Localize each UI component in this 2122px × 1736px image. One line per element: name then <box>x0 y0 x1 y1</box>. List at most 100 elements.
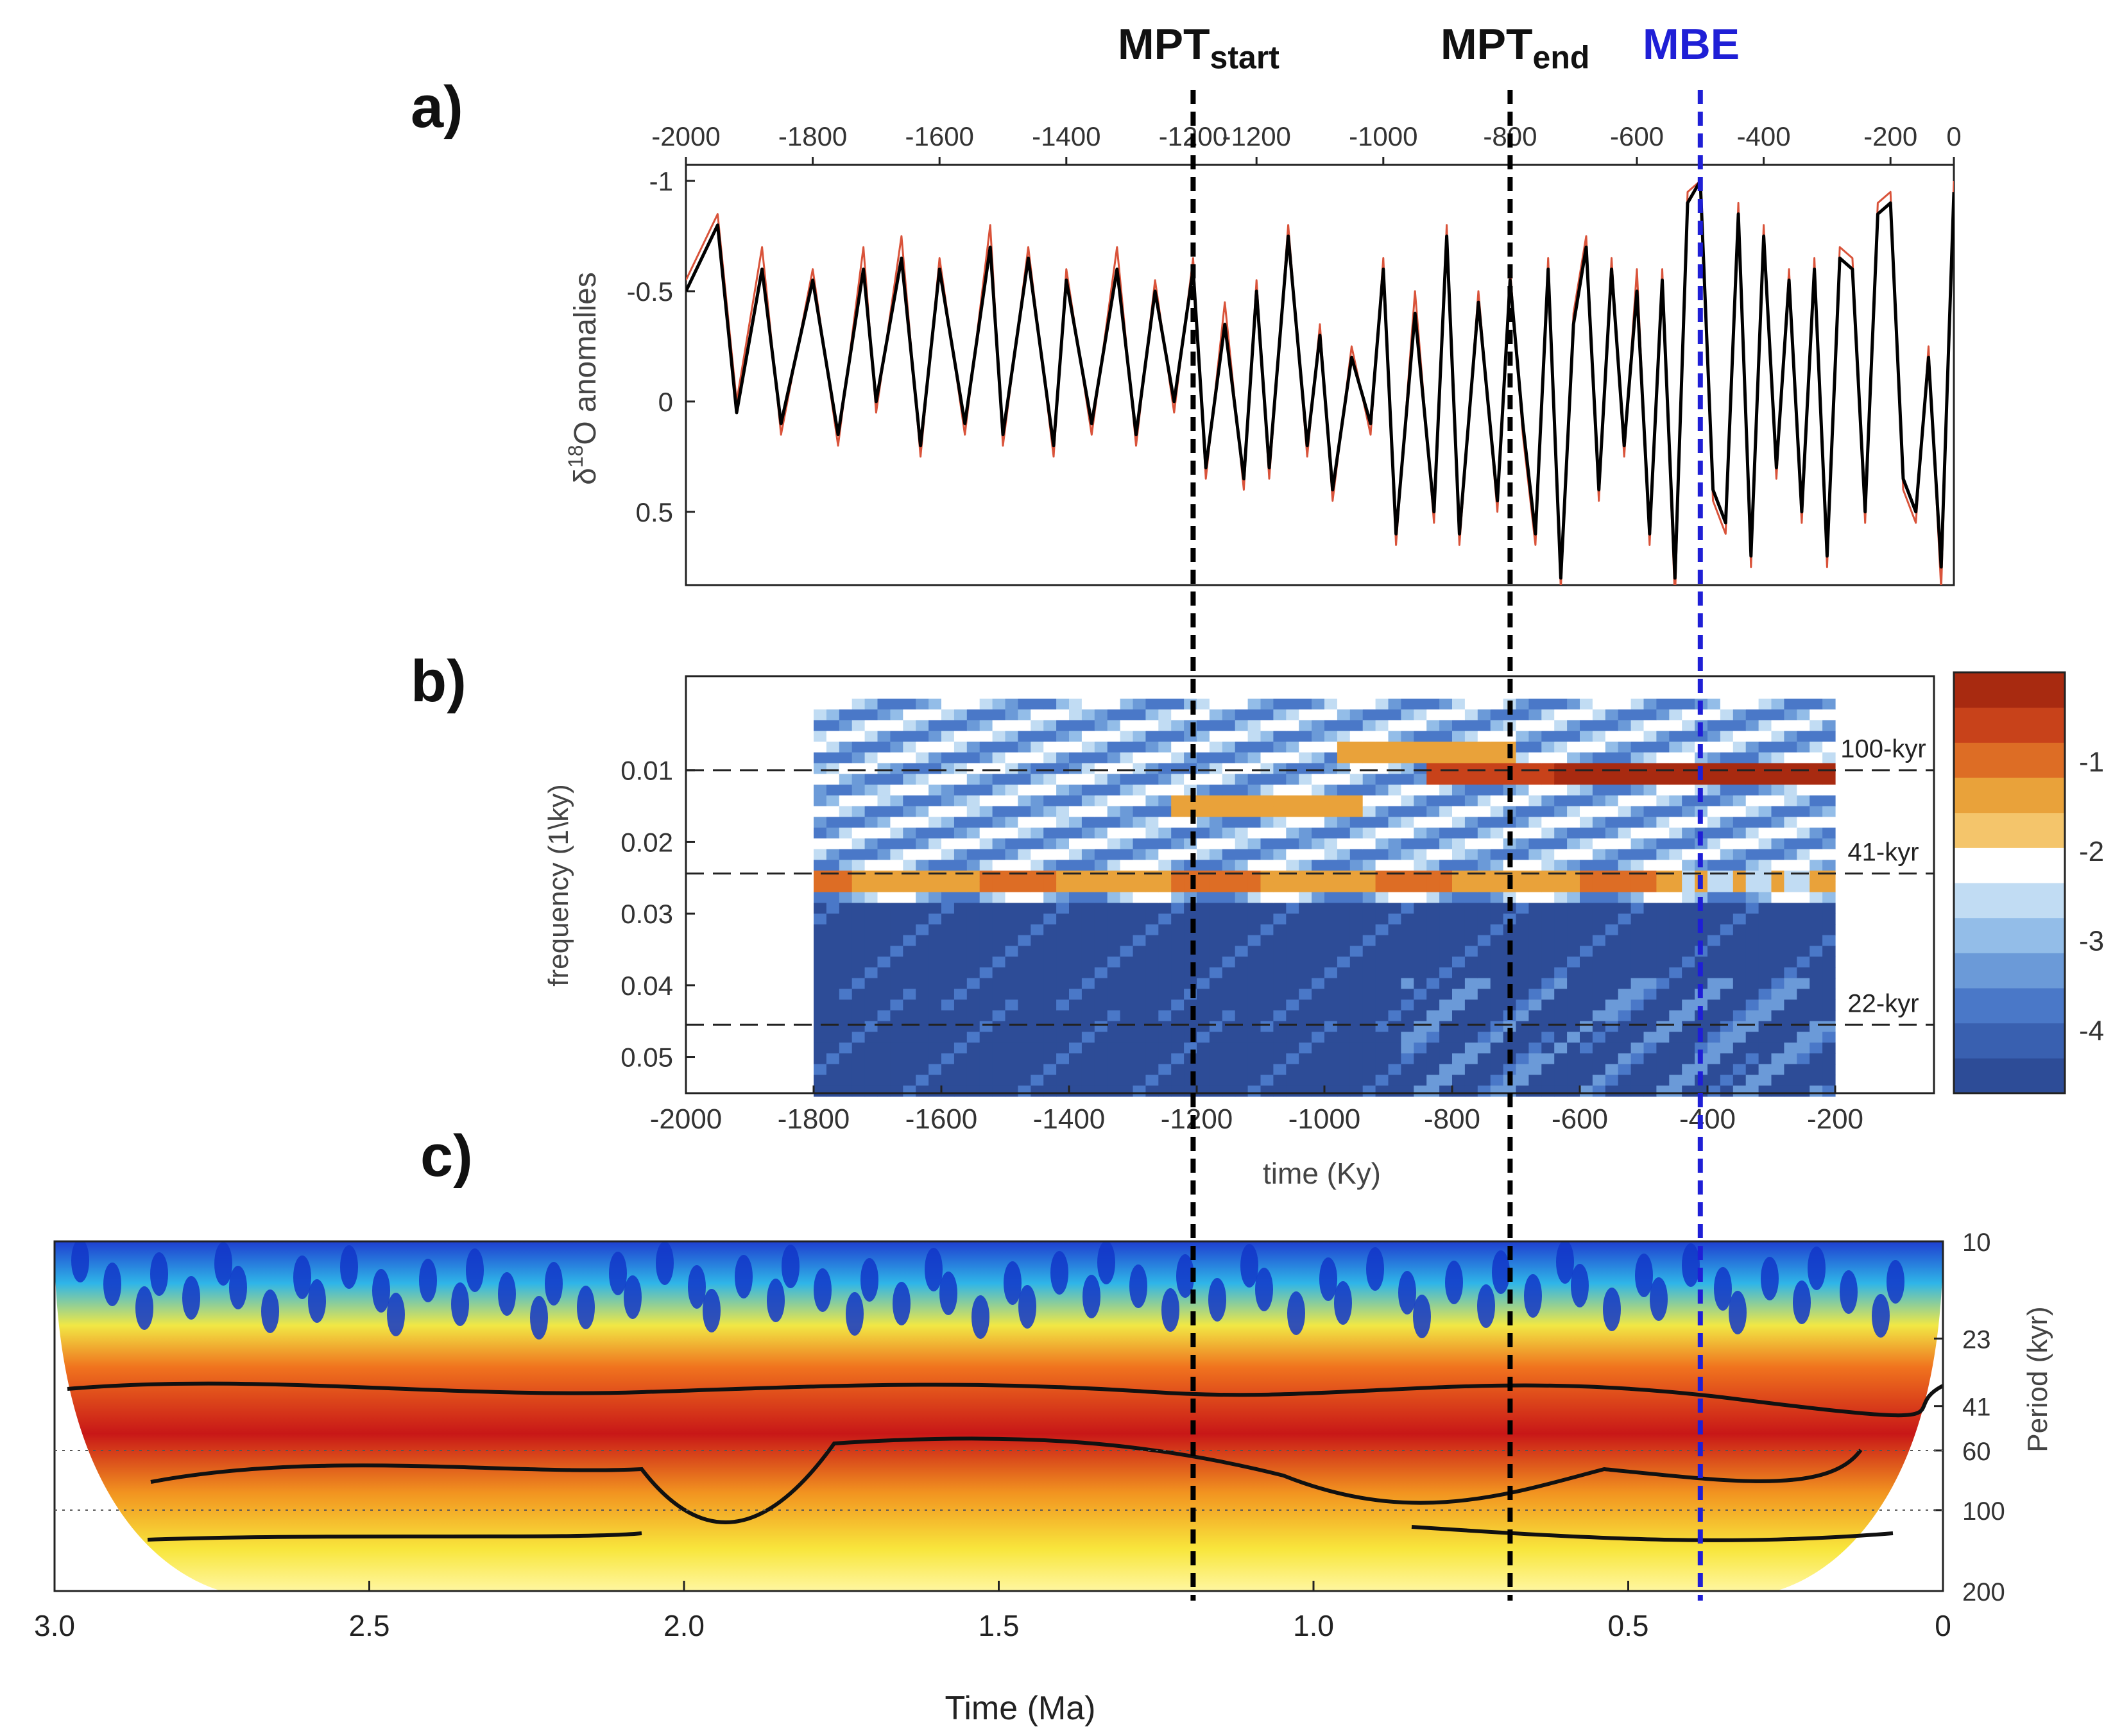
heatmap-cell <box>1745 914 1759 925</box>
heatmap-cell <box>1197 785 1210 796</box>
heatmap-cell <box>1452 924 1466 936</box>
heatmap-cell <box>1464 935 1478 946</box>
heatmap-cell <box>1197 720 1210 731</box>
heatmap-cell <box>1656 699 1670 710</box>
heatmap-cell <box>1031 1053 1044 1065</box>
heatmap-cell <box>877 763 891 774</box>
heatmap-cell <box>1439 1085 1453 1097</box>
heatmap-cell <box>1247 946 1262 957</box>
heatmap-cell <box>1630 903 1645 914</box>
heatmap-cell <box>1797 795 1810 807</box>
heatmap-cell <box>1541 774 1555 785</box>
a-x-tick-label: -1200 <box>1222 121 1290 151</box>
heatmap-cell <box>1414 699 1427 710</box>
heatmap-cell <box>1247 957 1262 968</box>
heatmap-cell <box>1312 989 1325 1000</box>
heatmap-cell <box>890 828 903 839</box>
heatmap-cell <box>1312 785 1325 796</box>
heatmap-cell <box>1171 924 1185 936</box>
heatmap-cell <box>992 871 1006 882</box>
heatmap-cell <box>1822 838 1836 850</box>
heatmap-cell <box>1197 1032 1210 1043</box>
heatmap-cell <box>1107 1075 1121 1086</box>
heatmap-cell <box>1197 924 1210 936</box>
heatmap-cell <box>1158 1075 1172 1086</box>
heatmap-cell <box>1145 742 1159 753</box>
heatmap-cell <box>1414 967 1427 979</box>
heatmap-cell <box>1197 892 1210 903</box>
heatmap-cell <box>916 1032 929 1043</box>
heatmap-cell <box>1822 1042 1836 1054</box>
heatmap-cell <box>1133 699 1146 710</box>
heatmap-cell <box>1669 957 1682 968</box>
heatmap-cell <box>1337 1085 1351 1097</box>
heatmap-cell <box>1324 989 1338 1000</box>
heatmap-cell <box>1337 785 1351 796</box>
heatmap-cell <box>1145 881 1159 893</box>
mbe-label: MBE <box>1643 20 1740 69</box>
heatmap-cell <box>1797 849 1810 860</box>
heatmap-cell <box>1081 1000 1095 1011</box>
mpt-start-label: MPTstart <box>1118 20 1279 76</box>
heatmap-cell <box>1592 903 1606 914</box>
heatmap-cell <box>1362 785 1376 796</box>
heatmap-cell <box>1426 1064 1440 1076</box>
heatmap-cell <box>1018 914 1031 925</box>
heatmap-cell <box>928 1075 942 1086</box>
heatmap-cell <box>1312 978 1325 990</box>
heatmap-cell <box>1528 914 1542 925</box>
heatmap-cell <box>1771 1042 1784 1054</box>
heatmap-cell <box>1516 774 1529 785</box>
heatmap-cell <box>1822 1053 1836 1065</box>
heatmap-cell <box>1375 881 1389 893</box>
heatmap-cell <box>1758 742 1772 753</box>
heatmap-cell <box>1375 1032 1389 1043</box>
heatmap-cell <box>1018 699 1031 710</box>
heatmap-cell <box>1477 1053 1491 1065</box>
heatmap-cell <box>1771 1053 1784 1065</box>
heatmap-cell <box>814 742 827 753</box>
heatmap-cell <box>851 957 866 968</box>
heatmap-cell <box>1720 1000 1734 1011</box>
heatmap-cell <box>1733 742 1747 753</box>
heatmap-cell <box>954 731 968 742</box>
heatmap-cell <box>1541 1042 1555 1054</box>
heatmap-cell <box>1414 914 1427 925</box>
heatmap-cell <box>1771 978 1784 990</box>
heatmap-cell <box>1133 817 1146 828</box>
heatmap-cell <box>1018 1042 1031 1054</box>
heatmap-cell <box>903 1021 916 1033</box>
heatmap-cell <box>916 731 929 742</box>
heatmap-cell <box>890 1010 903 1022</box>
heatmap-cell <box>814 903 827 914</box>
heatmap-cell <box>1286 871 1299 882</box>
heatmap-cell <box>1145 806 1159 817</box>
heatmap-cell <box>1630 752 1645 764</box>
heatmap-cell <box>864 1064 878 1076</box>
heatmap-cell <box>814 1042 827 1054</box>
heatmap-cell <box>1081 1010 1095 1022</box>
heatmap-cell <box>1018 946 1031 957</box>
heatmap-cell <box>1209 1021 1223 1033</box>
heatmap-cell <box>1235 1075 1249 1086</box>
heatmap-cell <box>1349 946 1364 957</box>
heatmap-cell <box>1656 785 1670 796</box>
heatmap-cell <box>1541 731 1555 742</box>
heatmap-cell <box>1069 924 1082 936</box>
heatmap-cell <box>1375 709 1389 721</box>
heatmap-cell <box>1133 946 1146 957</box>
heatmap-cell <box>1605 828 1619 839</box>
heatmap-cell <box>1605 699 1619 710</box>
heatmap-cell <box>1094 978 1108 990</box>
heatmap-cell <box>1312 731 1325 742</box>
colorbar-step <box>1954 953 2065 989</box>
heatmap-cell <box>1745 742 1759 753</box>
heatmap-cell <box>1375 935 1389 946</box>
heatmap-cell <box>1426 935 1440 946</box>
heatmap-cell <box>1069 914 1082 925</box>
heatmap-cell <box>1630 871 1645 882</box>
heatmap-cell <box>1005 1000 1018 1011</box>
heatmap-cell <box>1273 1000 1287 1011</box>
heatmap-cell <box>1260 1021 1274 1033</box>
heatmap-cell <box>1069 699 1082 710</box>
